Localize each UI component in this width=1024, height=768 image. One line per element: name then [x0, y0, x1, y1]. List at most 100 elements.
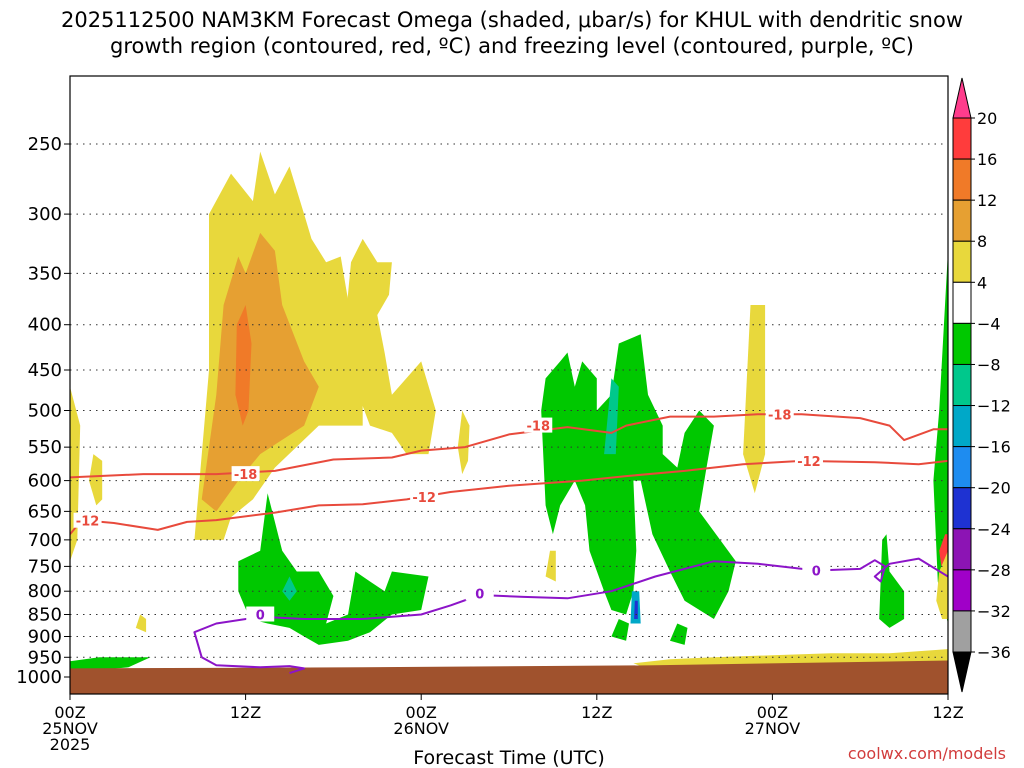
y-tick-label-900: 900 [28, 626, 62, 647]
colorbar-label-7: −12 [977, 397, 1011, 416]
contour-label-0-2: -18 [768, 408, 792, 423]
omega-region-12 [238, 493, 429, 645]
contour-label-2-0: 0 [256, 609, 265, 624]
x-tick-label-3-0: 12Z [581, 703, 612, 722]
y-tick-label-800: 800 [28, 581, 62, 602]
omega-colorbar: 20 16 12 8 4 −4 −8 −12 −16 −20 −24 −28 −32 −36 [952, 77, 1011, 693]
contour-label-1-2: -12 [797, 455, 821, 470]
x-tick-label-2-0: 00Z [406, 703, 437, 722]
colorbar-top-arrow [952, 77, 972, 119]
omega-region-19 [604, 378, 619, 455]
y-tick-label-1000: 1000 [16, 667, 62, 688]
y-tick-label-850: 850 [28, 605, 62, 626]
site-credit: coolwx.com/models [847, 744, 1006, 763]
colorbar-label-0: 20 [977, 109, 997, 128]
contour-label-bg-1-0 [73, 512, 102, 528]
y-tick-label-400: 400 [28, 315, 62, 336]
omega-region-8 [545, 550, 556, 582]
y-tick-label-600: 600 [28, 471, 62, 492]
omega-region-1 [201, 232, 319, 512]
colorbar-label-4: 4 [977, 273, 987, 292]
omega-shading [70, 151, 948, 674]
contour-label-1-1: -12 [412, 491, 436, 506]
colorbar-label-6: −8 [977, 355, 1001, 374]
contour-label-1-0: -12 [76, 515, 100, 530]
ground-surface [70, 660, 948, 694]
contour-line-0 [70, 413, 948, 479]
colorbar-swatch-7 [952, 363, 972, 407]
omega-region-15 [670, 623, 688, 645]
omega-region-9 [135, 614, 147, 633]
contour-label-2-2: 0 [812, 564, 821, 579]
x-tick-label-4-0: 00Z [757, 703, 788, 722]
y-tick-label-650: 650 [28, 501, 62, 522]
contour-label-bg-1-1 [410, 488, 439, 504]
colorbar-swatch-13 [952, 610, 972, 653]
contour-line-3 [201, 656, 306, 675]
y-tick-label-750: 750 [28, 556, 62, 577]
colorbar-label-5: −4 [977, 314, 1001, 333]
x-tick-label-2-1: 26NOV [393, 719, 449, 738]
colorbar-swatch-1 [952, 117, 972, 160]
omega-region-13 [541, 334, 736, 619]
contour-label-bg-0-1 [524, 417, 553, 433]
colorbar-bottom-arrow [952, 651, 972, 693]
contour-label-2-1: 0 [475, 588, 484, 603]
x-tick-label-4-1: 27NOV [745, 719, 801, 738]
chart-title-line-1: 2025112500 NAM3KM Forecast Omega (shaded… [60, 8, 964, 32]
omega-region-23 [936, 550, 948, 619]
contour-label-bg-2-0 [246, 606, 275, 622]
x-tick-label-5-0: 12Z [932, 703, 963, 722]
contour-label-bg-2-1 [465, 585, 494, 601]
omega-region-6 [89, 454, 103, 506]
contour-label-bg-0-0 [231, 466, 260, 482]
ground-fill [70, 660, 948, 694]
plot-area [70, 76, 948, 694]
omega-region-3 [345, 238, 436, 455]
contour-line-2 [193, 557, 948, 658]
plot-frame [69, 75, 949, 695]
colorbar-label-3: 8 [977, 232, 987, 251]
x-tick-label-0-2: 2025 [50, 735, 91, 754]
y-tick-label-550: 550 [28, 437, 62, 458]
chart-title-line-2: growth region (contoured, red, ºC) and f… [110, 34, 914, 58]
colorbar-swatch-2 [952, 158, 972, 201]
omega-region-16 [879, 534, 905, 628]
contour-label-bg-1-2 [794, 452, 823, 468]
omega-region-17 [933, 250, 948, 624]
y-tick-label-300: 300 [28, 204, 62, 225]
colorbar-swatch-10 [952, 487, 972, 530]
contour-label-0-1: -18 [527, 420, 551, 435]
colorbar-swatch-12 [952, 569, 972, 612]
x-tick-label-1-0: 12Z [230, 703, 261, 722]
y-tick-label-250: 250 [28, 134, 62, 155]
omega-region-14 [611, 619, 629, 641]
colorbar-swatch-4 [952, 240, 972, 283]
contour-label-0-0: -18 [234, 468, 258, 483]
colorbar-label-13: −36 [977, 643, 1011, 662]
y-tick-label-350: 350 [28, 263, 62, 284]
omega-region-7 [743, 305, 766, 494]
colorbar-label-10: −24 [977, 520, 1011, 539]
colorbar-swatch-9 [952, 446, 972, 489]
x-tick-label-0-0: 00Z [54, 703, 85, 722]
y-tick-label-450: 450 [28, 360, 62, 381]
colorbar-label-2: 12 [977, 191, 997, 210]
colorbar-label-9: −20 [977, 479, 1011, 498]
x-axis-label: Forecast Time (UTC) [413, 747, 604, 768]
contour-label-bg-2-2 [802, 562, 831, 578]
colorbar-swatch-8 [952, 405, 972, 448]
omega-region-18 [282, 576, 297, 601]
contour-label-bg-0-2 [765, 406, 794, 422]
colorbar-label-8: −16 [977, 438, 1011, 457]
colorbar-swatch-11 [952, 528, 972, 571]
omega-region-2 [235, 305, 252, 426]
y-tick-label-950: 950 [28, 647, 62, 668]
x-tick-label-0-1: 25NOV [42, 719, 98, 738]
colorbar-swatch-5 [952, 281, 972, 324]
colorbar-label-12: −32 [977, 602, 1011, 621]
y-tick-label-700: 700 [28, 530, 62, 551]
y-tick-label-500: 500 [28, 401, 62, 422]
